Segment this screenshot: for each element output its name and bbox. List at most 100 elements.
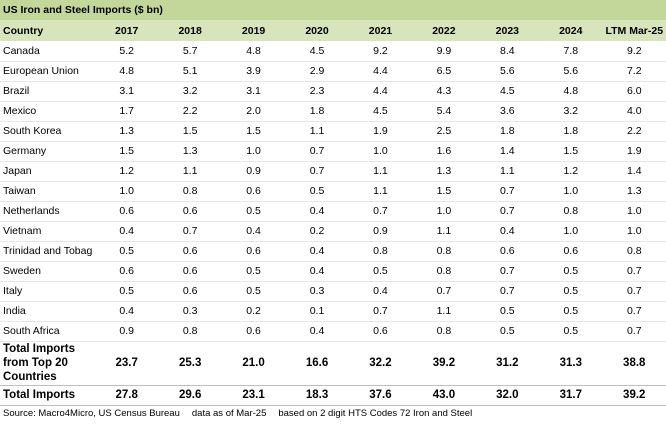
import-value: 0.2: [285, 221, 349, 242]
header-year: 2022: [412, 20, 476, 41]
import-value: 4.3: [412, 81, 476, 102]
import-value: 7.8: [539, 41, 603, 62]
import-value: 9.9: [412, 41, 476, 62]
import-value: 4.5: [285, 41, 349, 62]
import-value: 0.5: [475, 321, 540, 342]
import-value: 9.2: [348, 41, 413, 62]
import-value: 1.0: [539, 181, 603, 202]
import-value: 0.7: [602, 281, 666, 302]
import-value: 0.4: [285, 261, 349, 282]
import-value: 4.4: [348, 81, 413, 102]
import-value: 1.0: [539, 221, 603, 242]
import-value: 4.4: [348, 61, 413, 82]
import-value: 1.0: [602, 201, 666, 222]
import-value: 1.4: [602, 161, 666, 182]
imports-table: Country 2017 2018 2019 2020 2021 2022 2023 2024 L…: [0, 20, 666, 406]
import-value: 1.1: [412, 301, 476, 322]
data-row: South Korea 1.3 1.5 1.5 1.1 1.9 2.5 1.8 1.8 2.2: [0, 121, 666, 142]
import-value: 0.6: [221, 181, 286, 202]
import-value: 2.0: [221, 101, 286, 122]
import-value: 0.5: [95, 281, 159, 302]
data-row: European Union 4.8 5.1 3.9 2.9 4.4 6.5 5.6 5.6 7.…: [0, 61, 666, 82]
table-title: US Iron and Steel Imports ($ bn): [0, 0, 666, 20]
import-value: 0.7: [602, 261, 666, 282]
import-value: 0.5: [348, 261, 413, 282]
import-value: 9.2: [602, 41, 666, 62]
import-value: 1.5: [539, 141, 603, 162]
import-value: 0.4: [95, 301, 159, 322]
import-value: 1.1: [475, 161, 540, 182]
import-value: 0.5: [95, 241, 159, 262]
import-value: 1.6: [412, 141, 476, 162]
import-value: 0.6: [158, 241, 222, 262]
header-year: 2024: [539, 20, 603, 41]
import-value: 0.8: [348, 241, 413, 262]
import-value: 0.5: [285, 181, 349, 202]
import-value: 1.0: [348, 141, 413, 162]
import-value: 6.0: [602, 81, 666, 102]
import-value: 0.7: [602, 301, 666, 322]
total-value: 27.8: [95, 385, 159, 406]
import-value: 0.8: [412, 241, 476, 262]
import-value: 0.6: [539, 241, 603, 262]
import-value: 0.4: [285, 201, 349, 222]
import-value: 4.0: [602, 101, 666, 122]
import-value: 0.7: [412, 281, 476, 302]
import-value: 0.6: [95, 201, 159, 222]
import-value: 1.3: [158, 141, 222, 162]
import-value: 1.1: [158, 161, 222, 182]
import-value: 3.1: [221, 81, 286, 102]
import-value: 0.5: [221, 261, 286, 282]
import-value: 1.1: [412, 221, 476, 242]
data-row: Mexico 1.7 2.2 2.0 1.8 4.5 5.4 3.6 3.2 4.0: [0, 101, 666, 122]
import-value: 0.3: [158, 301, 222, 322]
footer-note: based on 2 digit HTS Codes 72 Iron and S…: [278, 408, 473, 419]
data-row: Canada 5.2 5.7 4.8 4.5 9.2 9.9 8.4 7.8 9.2: [0, 41, 666, 62]
country-name: India: [0, 301, 95, 322]
import-value: 0.8: [412, 261, 476, 282]
import-value: 1.8: [475, 121, 540, 142]
import-value: 3.2: [158, 81, 222, 102]
data-row: Taiwan 1.0 0.8 0.6 0.5 1.1 1.5 0.7 1.0 1.3: [0, 181, 666, 202]
data-row: Japan 1.2 1.1 0.9 0.7 1.1 1.3 1.1 1.2 1.4: [0, 161, 666, 182]
import-value: 5.6: [539, 61, 603, 82]
import-value: 1.7: [95, 101, 159, 122]
country-name: Brazil: [0, 81, 95, 102]
header-year: 2020: [285, 20, 349, 41]
import-value: 3.1: [95, 81, 159, 102]
country-name: South Korea: [0, 121, 95, 142]
data-row: Trinidad and Tobag 0.5 0.6 0.6 0.4 0.8 0.8 0.6 0…: [0, 241, 666, 262]
total-value: 31.3: [539, 341, 603, 386]
header-year: 2023: [475, 20, 540, 41]
import-value: 0.4: [221, 221, 286, 242]
import-value: 1.1: [348, 161, 413, 182]
import-value: 3.6: [475, 101, 540, 122]
import-value: 1.5: [95, 141, 159, 162]
import-value: 4.5: [475, 81, 540, 102]
header-year: 2019: [221, 20, 286, 41]
total-value: 31.2: [475, 341, 540, 386]
import-value: 1.5: [221, 121, 286, 142]
total-label: Total Imports: [0, 385, 95, 406]
import-value: 0.5: [539, 301, 603, 322]
total-value: 43.0: [412, 385, 476, 406]
import-value: 0.6: [158, 201, 222, 222]
country-name: European Union: [0, 61, 95, 82]
import-value: 4.8: [95, 61, 159, 82]
total-value: 32.0: [475, 385, 540, 406]
import-value: 0.4: [285, 321, 349, 342]
import-value: 3.2: [539, 101, 603, 122]
import-value: 7.2: [602, 61, 666, 82]
total-value: 39.2: [412, 341, 476, 386]
import-value: 5.7: [158, 41, 222, 62]
import-value: 0.7: [348, 201, 413, 222]
import-value: 1.9: [348, 121, 413, 142]
country-name: Canada: [0, 41, 95, 62]
import-value: 1.8: [285, 101, 349, 122]
total-value: 29.6: [158, 385, 222, 406]
header-year: 2018: [158, 20, 222, 41]
import-value: 1.4: [475, 141, 540, 162]
import-value: 0.7: [475, 261, 540, 282]
country-name: Trinidad and Tobag: [0, 241, 95, 262]
import-value: 4.5: [348, 101, 413, 122]
